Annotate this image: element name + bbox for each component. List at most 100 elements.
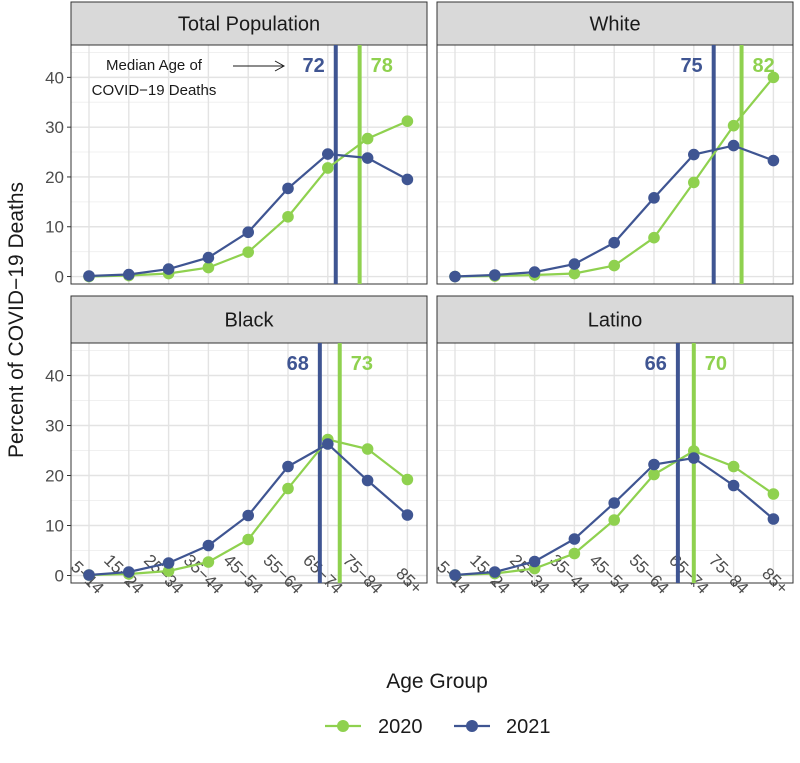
data-point-2021 (568, 258, 581, 270)
facet-title: Latino (588, 310, 643, 332)
data-point-2021 (727, 139, 740, 152)
data-point-2021 (608, 497, 620, 509)
data-point-2021 (162, 263, 175, 275)
y-tick-label: 30 (45, 118, 64, 137)
median-label-2021: 75 (680, 55, 702, 77)
panel-background (437, 343, 793, 583)
data-point-2020 (401, 115, 414, 127)
data-point-2020 (282, 482, 294, 495)
median-label-2021: 66 (645, 353, 667, 375)
facet-panel-2: Black0102030405−1415−2425−3435−4445−5455… (45, 295, 428, 598)
legend-label: 2020 (378, 716, 423, 738)
data-point-2021 (322, 148, 334, 160)
legend-swatch-point (466, 720, 478, 732)
legend-label: 2021 (506, 716, 551, 738)
data-point-2020 (361, 132, 374, 145)
data-point-2021 (767, 154, 780, 167)
facet-strip (70, 1, 428, 46)
median-label-2021: 72 (303, 55, 325, 77)
y-axis-label: Percent of COVID−19 Deaths (5, 182, 28, 458)
panel-border (70, 44, 428, 285)
data-point-2020 (242, 246, 254, 258)
data-point-2020 (322, 162, 334, 174)
data-point-2021 (528, 555, 541, 568)
data-point-2021 (282, 460, 294, 473)
y-tick-label: 10 (45, 218, 64, 237)
data-point-2021 (401, 509, 414, 521)
panel-border (436, 342, 794, 584)
data-point-2021 (767, 513, 780, 525)
data-point-2021 (648, 192, 660, 204)
median-label-2021: 68 (287, 353, 309, 375)
data-point-2020 (202, 261, 215, 274)
y-tick-label: 30 (45, 417, 64, 436)
data-point-2021 (162, 557, 175, 569)
data-point-2021 (202, 251, 215, 264)
facet-strip (436, 1, 794, 46)
y-tick-label: 20 (45, 467, 64, 486)
facet-panels: Total Population 0 10 20 30 40 72 78 Median Age … (45, 1, 794, 598)
data-point-2020 (162, 565, 175, 577)
median-label-2020: 73 (351, 353, 373, 375)
data-point-2020 (688, 176, 700, 189)
data-point-2020 (767, 488, 780, 500)
data-point-2021 (688, 148, 700, 161)
data-point-2021 (242, 509, 254, 522)
data-point-2021 (528, 266, 541, 278)
data-point-2021 (648, 458, 660, 471)
data-point-2021 (361, 152, 374, 164)
y-tick-label: 40 (45, 68, 64, 87)
data-point-2021 (608, 236, 620, 249)
x-axis-label: Age Group (386, 670, 488, 693)
data-point-2021 (568, 533, 581, 545)
data-point-2021 (361, 474, 374, 487)
annotation-arrowhead (274, 60, 286, 72)
data-point-2021 (449, 270, 461, 283)
data-point-2021 (83, 270, 95, 282)
data-point-2021 (322, 438, 334, 450)
data-point-2020 (727, 460, 740, 473)
y-tick-label: 40 (45, 367, 64, 386)
median-label-2020: 78 (371, 55, 393, 77)
data-point-2020 (401, 473, 414, 486)
panel-background (71, 343, 427, 583)
facet-panel-1: White 75 82 (436, 1, 794, 285)
y-tick-label: 0 (55, 268, 64, 287)
data-point-2020 (608, 259, 620, 272)
data-point-2021 (282, 182, 294, 195)
legend-item-2020: 2020 (325, 716, 423, 738)
data-point-2021 (202, 539, 215, 552)
facet-strip (436, 295, 794, 344)
median-label-2020: 70 (705, 353, 727, 375)
facet-panel-3: Latino5−1415−2425−3435−4445−5455−6465−74… (433, 295, 794, 598)
data-point-2020 (361, 443, 374, 455)
data-point-2020 (568, 267, 581, 280)
data-point-2020 (767, 71, 780, 84)
data-point-2020 (648, 468, 660, 481)
legend: 2020 2021 (325, 716, 551, 738)
data-point-2021 (83, 569, 95, 581)
data-point-2021 (727, 479, 740, 492)
facet-strip (70, 295, 428, 344)
data-point-2021 (123, 268, 135, 281)
data-point-2020 (648, 231, 660, 244)
median-label-2020: 82 (753, 55, 775, 77)
legend-item-2021: 2021 (454, 716, 551, 738)
y-tick-label: 20 (45, 168, 64, 187)
y-tick-label: 0 (55, 567, 64, 586)
data-point-2020 (727, 119, 740, 132)
data-point-2021 (489, 269, 501, 281)
data-point-2021 (242, 226, 254, 239)
facet-title: Total Population (178, 14, 320, 36)
facet-title: White (589, 14, 640, 36)
data-point-2021 (489, 566, 501, 578)
data-point-2021 (449, 569, 461, 581)
data-point-2020 (242, 533, 254, 546)
y-tick-label: 10 (45, 517, 64, 536)
annotation-text: Median Age of (106, 57, 203, 74)
data-point-2021 (688, 452, 700, 464)
data-point-2021 (401, 173, 414, 186)
panel-border (70, 342, 428, 584)
facet-panel-0: Total Population 0 10 20 30 40 72 78 Median Age … (45, 1, 428, 287)
